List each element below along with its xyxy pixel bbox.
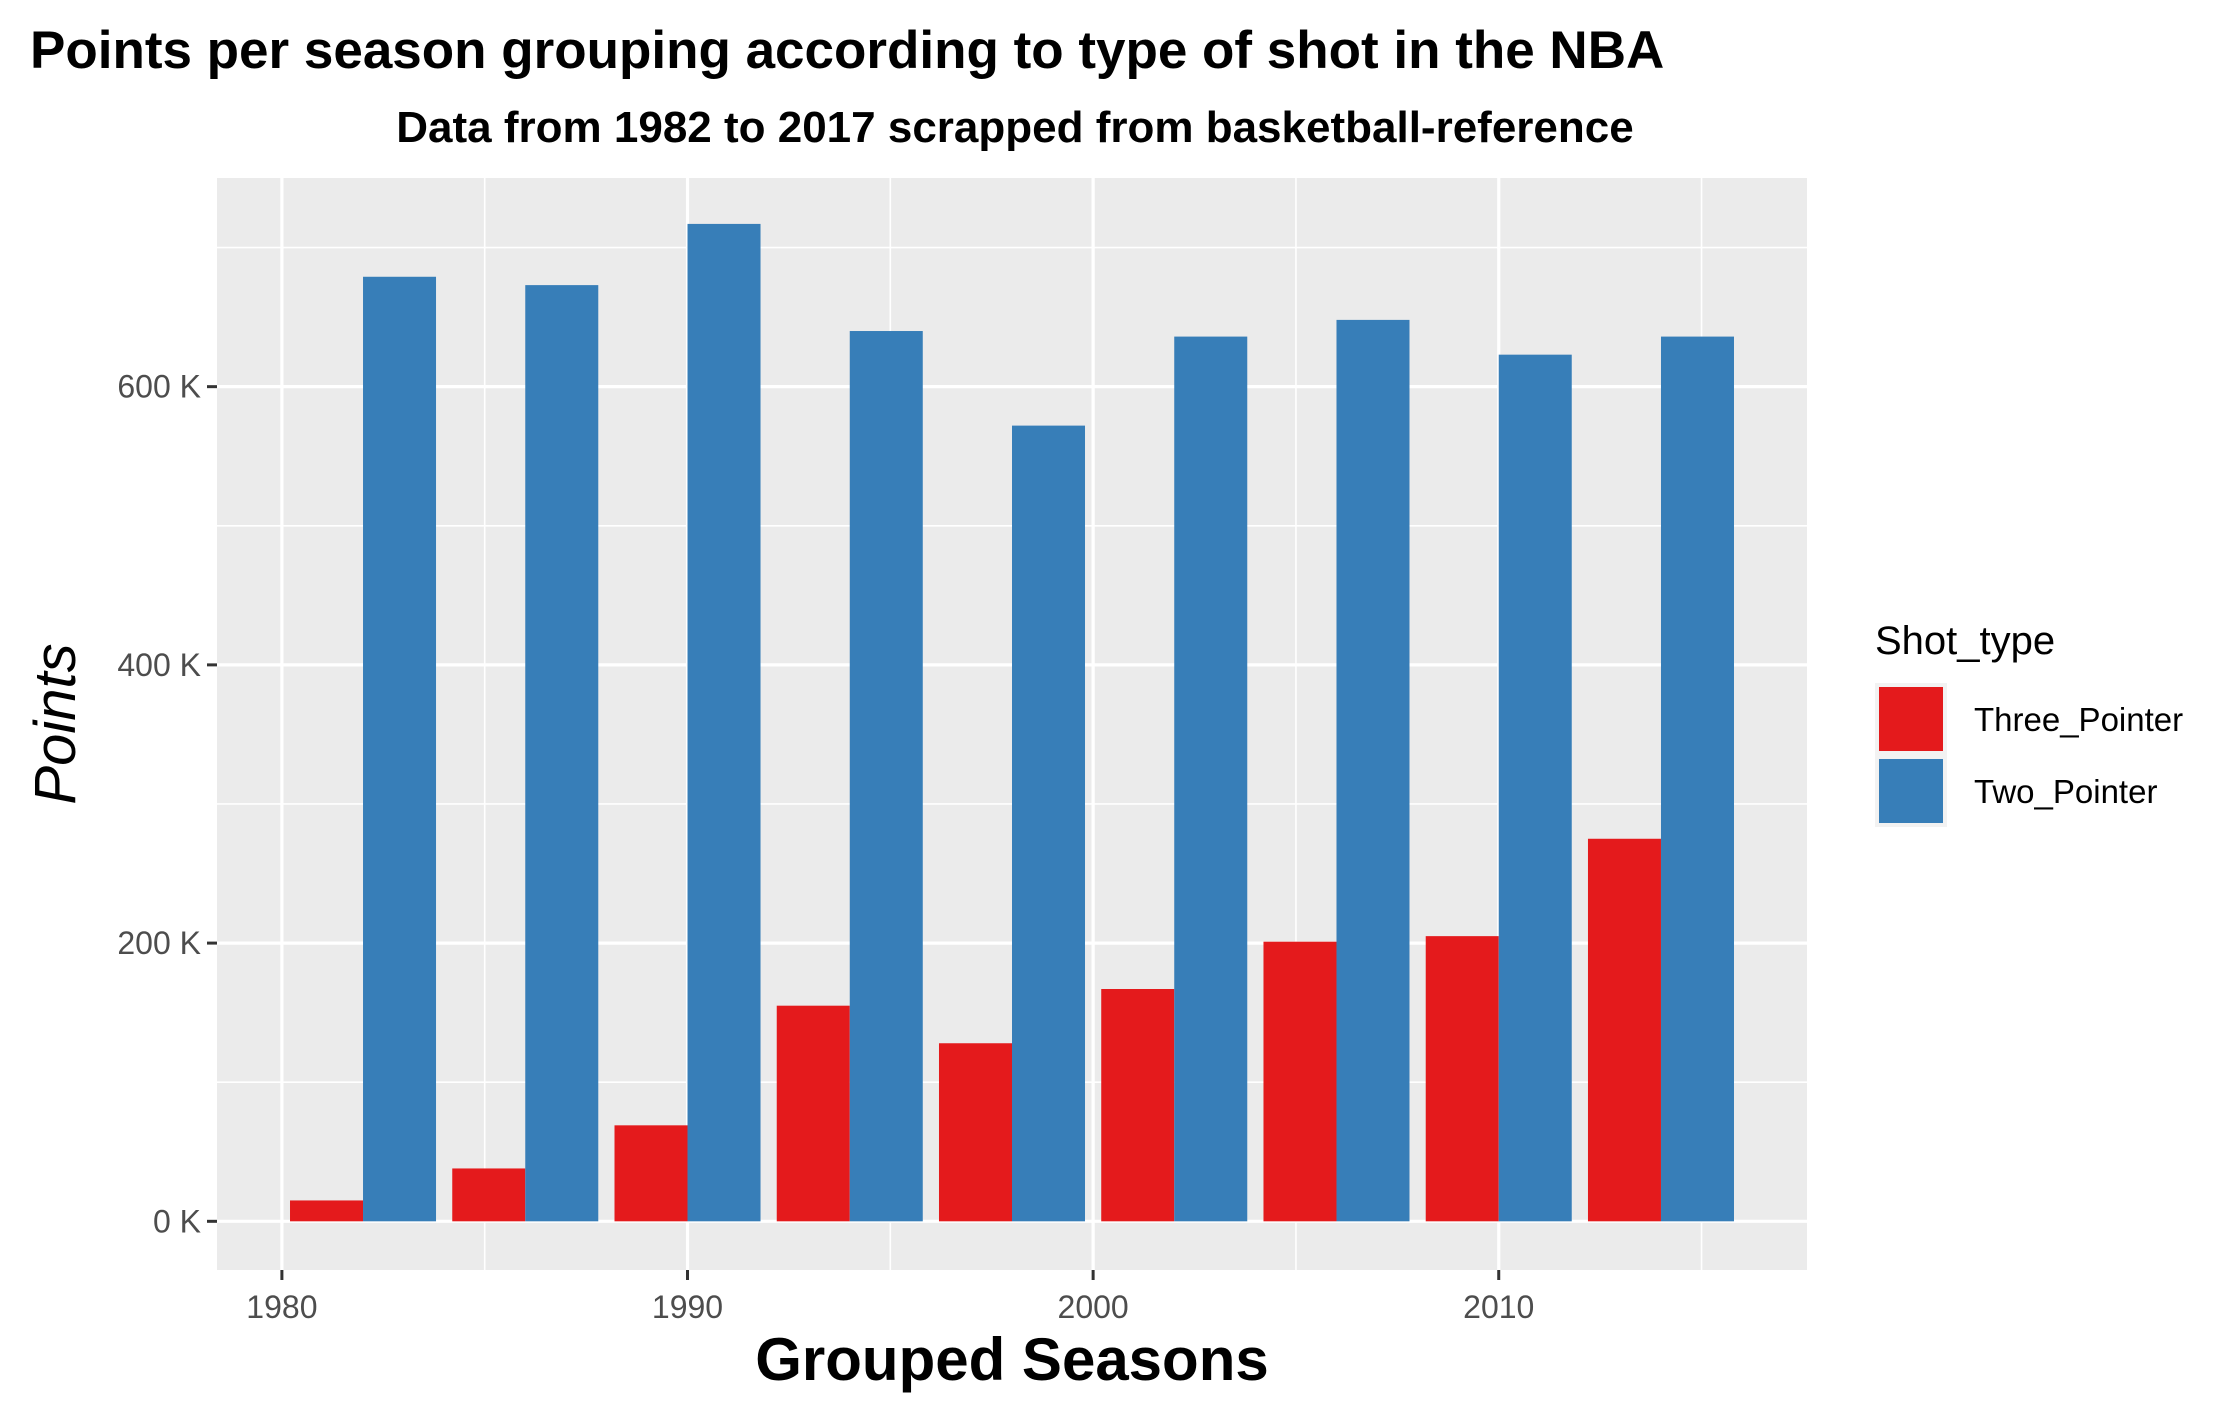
- legend-label-two-pointer: Two_Pointer: [1974, 773, 2157, 810]
- bar-two-pointer: [1660, 336, 1734, 1222]
- bar-two-pointer: [687, 223, 761, 1222]
- bar-three-pointer: [1587, 838, 1661, 1222]
- y-tick-label: 0 K: [153, 1203, 201, 1239]
- bar-two-pointer: [1336, 319, 1410, 1222]
- bar-three-pointer: [1101, 989, 1175, 1222]
- y-tick-labels: 0 K 200 K 400 K 600 K: [117, 369, 201, 1240]
- x-tick-labels: 1980 1990 2000 2010: [246, 1289, 1534, 1325]
- bar-three-pointer: [776, 1005, 850, 1222]
- x-tick-label: 2000: [1058, 1289, 1129, 1325]
- bars: [290, 223, 1734, 1222]
- x-tick-label: 2010: [1463, 1289, 1534, 1325]
- axis-ticks: [207, 385, 1501, 1280]
- bar-two-pointer: [1498, 354, 1572, 1222]
- chart-subtitle: Data from 1982 to 2017 scrapped from bas…: [396, 103, 1633, 152]
- bar-three-pointer: [614, 1125, 688, 1222]
- bar-two-pointer: [849, 331, 923, 1222]
- x-axis-title: Grouped Seasons: [755, 1326, 1268, 1393]
- y-tick-label: 200 K: [117, 925, 201, 961]
- legend: Shot_type Three_Pointer Two_Pointer: [1875, 619, 2183, 827]
- bar-two-pointer: [1174, 336, 1248, 1222]
- bar-three-pointer: [1425, 936, 1499, 1222]
- bar-three-pointer: [938, 1043, 1012, 1222]
- chart-title: Points per season grouping according to …: [30, 21, 1664, 80]
- legend-title: Shot_type: [1875, 619, 2055, 663]
- legend-label-three-pointer: Three_Pointer: [1974, 701, 2183, 738]
- y-tick-label: 400 K: [117, 647, 201, 683]
- x-tick-label: 1980: [246, 1289, 317, 1325]
- x-tick-label: 1990: [652, 1289, 723, 1325]
- bar-two-pointer: [363, 276, 437, 1222]
- y-tick-label: 600 K: [117, 369, 201, 405]
- bar-two-pointer: [1012, 425, 1086, 1222]
- bar-three-pointer: [452, 1168, 526, 1222]
- bar-two-pointer: [525, 285, 599, 1222]
- y-axis-title: Points: [23, 643, 88, 804]
- legend-swatch-two-pointer: [1879, 759, 1943, 823]
- legend-swatch-three-pointer: [1879, 687, 1943, 751]
- bar-three-pointer: [1263, 941, 1337, 1222]
- bar-three-pointer: [290, 1200, 364, 1222]
